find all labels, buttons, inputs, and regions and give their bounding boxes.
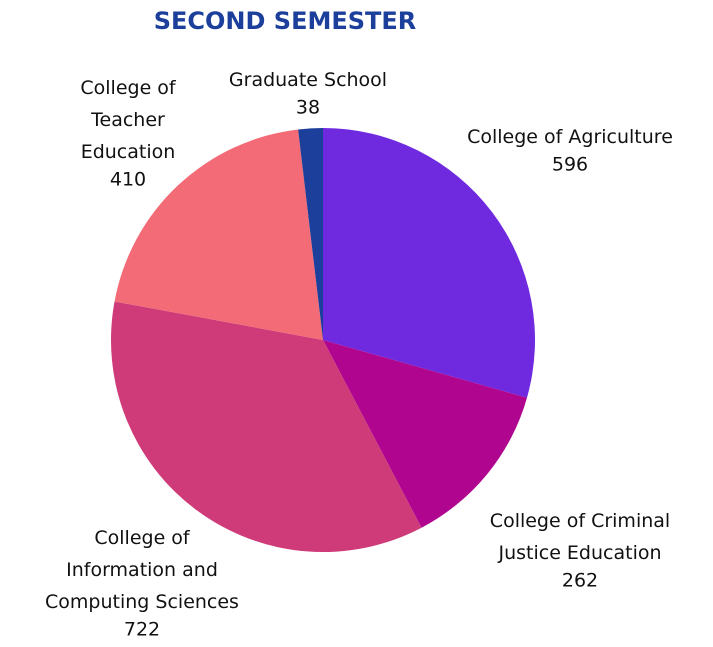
- slice-value: 722: [124, 619, 160, 641]
- slice-value: 410: [110, 169, 146, 191]
- pie-slice: [114, 129, 323, 340]
- label-line: Computing Sciences: [45, 591, 239, 613]
- label-line: College of: [94, 527, 191, 549]
- slice-value: 262: [562, 570, 598, 592]
- slice-value: 596: [552, 154, 588, 176]
- label-line: College of: [80, 77, 177, 99]
- slice-label: College of Agriculture: [467, 126, 673, 148]
- label-line: Information and: [66, 559, 218, 581]
- pie-slice: [323, 128, 535, 398]
- slice-label: Graduate School: [229, 69, 387, 91]
- slice-label: College of Teacher Education: [80, 77, 177, 163]
- pie-slice: [298, 128, 323, 340]
- pie-slice: [111, 301, 422, 552]
- label-line: College of Agriculture: [467, 126, 673, 148]
- chart-title: SECOND SEMESTER: [154, 7, 417, 35]
- label-line: Justice Education: [497, 542, 661, 564]
- slice-value: 38: [296, 97, 320, 119]
- slice-label: College of Information and Computing Scien…: [45, 527, 239, 613]
- label-line: Graduate School: [229, 69, 387, 91]
- slice-label: College of Criminal Justice Education: [490, 510, 670, 564]
- pie-slice: [323, 340, 527, 528]
- label-line: Teacher: [90, 109, 165, 131]
- label-line: Education: [81, 141, 176, 163]
- label-line: College of Criminal: [490, 510, 670, 532]
